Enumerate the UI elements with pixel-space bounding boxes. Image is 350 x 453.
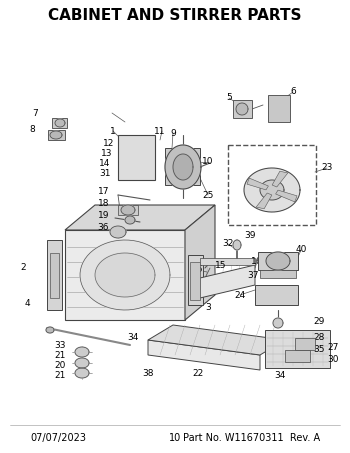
Text: 5: 5 [226,93,232,102]
Text: 20: 20 [54,361,66,370]
Text: 36: 36 [97,223,109,232]
Polygon shape [295,338,315,350]
Text: 18: 18 [98,198,110,207]
Text: 4: 4 [24,299,30,308]
Text: 33: 33 [54,341,66,350]
Text: CABINET AND STIRRER PARTS: CABINET AND STIRRER PARTS [48,9,302,24]
Text: 2: 2 [20,264,26,273]
Polygon shape [95,253,155,297]
Polygon shape [233,240,241,250]
Text: 9: 9 [170,129,176,138]
Text: 07/07/2023: 07/07/2023 [30,433,86,443]
Text: 1: 1 [110,126,116,135]
Text: 23: 23 [321,164,333,173]
Polygon shape [165,145,201,189]
Polygon shape [244,168,300,212]
Text: 14: 14 [99,159,111,168]
Text: 34: 34 [127,333,139,342]
Text: 29: 29 [313,318,325,327]
Polygon shape [48,130,65,140]
Polygon shape [268,95,290,122]
Text: 19: 19 [98,211,110,220]
Polygon shape [275,190,297,202]
Polygon shape [125,216,135,224]
Polygon shape [46,327,54,333]
Polygon shape [47,240,62,310]
Text: 40: 40 [295,246,307,255]
Polygon shape [75,358,89,368]
Text: 10: 10 [202,158,214,167]
Polygon shape [80,240,170,310]
Polygon shape [258,252,298,270]
Polygon shape [148,325,285,355]
Polygon shape [110,226,126,238]
Text: 7: 7 [32,109,38,117]
Text: 37: 37 [247,271,259,280]
Polygon shape [65,205,215,230]
Text: 15: 15 [215,260,227,270]
Polygon shape [265,330,330,368]
Polygon shape [75,347,89,357]
Text: 25: 25 [202,191,214,199]
Polygon shape [200,265,255,298]
Polygon shape [75,368,89,378]
Polygon shape [285,350,310,362]
Polygon shape [50,131,62,139]
Polygon shape [118,205,138,215]
Text: 38: 38 [142,368,154,377]
Polygon shape [260,270,296,278]
Text: 10: 10 [169,433,181,443]
Text: 17: 17 [98,188,110,197]
Polygon shape [255,285,298,305]
Text: 27: 27 [327,342,339,352]
Polygon shape [236,103,248,115]
Polygon shape [165,148,200,185]
Text: 35: 35 [313,346,325,355]
Polygon shape [233,100,252,118]
Polygon shape [260,180,284,200]
Polygon shape [266,252,290,270]
Text: 8: 8 [29,125,35,135]
Text: 32: 32 [222,240,234,249]
Polygon shape [273,318,283,328]
Polygon shape [188,255,203,305]
Text: 26: 26 [191,265,203,275]
Text: 12: 12 [103,140,115,149]
Text: 34: 34 [274,371,286,380]
Polygon shape [173,154,193,180]
Polygon shape [121,205,135,215]
Bar [228,145,316,225]
Text: 16: 16 [251,257,263,266]
Text: 13: 13 [101,149,113,159]
Text: 24: 24 [234,290,246,299]
Polygon shape [118,135,155,180]
Text: 6: 6 [290,87,296,96]
Text: 21: 21 [54,351,66,360]
Polygon shape [272,171,288,187]
Polygon shape [55,119,65,127]
Polygon shape [52,118,67,128]
Text: 39: 39 [244,231,256,240]
Polygon shape [148,340,260,370]
Text: 22: 22 [193,368,204,377]
Bar [50,253,59,298]
Text: 28: 28 [313,333,325,342]
Polygon shape [185,205,215,320]
Bar [190,262,200,300]
Polygon shape [65,230,185,320]
Text: 31: 31 [99,169,111,178]
Text: Part No. W11670311  Rev. A: Part No. W11670311 Rev. A [183,433,320,443]
Polygon shape [200,258,255,265]
Text: 30: 30 [327,356,339,365]
Text: 21: 21 [54,371,66,380]
Polygon shape [256,193,272,209]
Text: 11: 11 [154,126,166,135]
Text: 3: 3 [205,304,211,313]
Polygon shape [247,178,268,190]
